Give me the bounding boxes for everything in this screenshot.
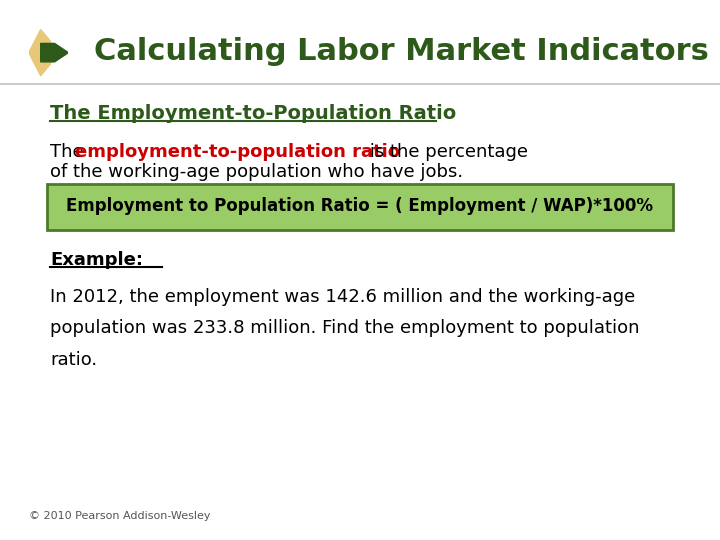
Text: employment-to-population ratio: employment-to-population ratio <box>75 143 400 161</box>
Text: ratio.: ratio. <box>50 350 97 369</box>
Polygon shape <box>29 30 50 76</box>
Text: The Employment-to-Population Ratio: The Employment-to-Population Ratio <box>50 104 456 123</box>
Text: Employment to Population Ratio = ( Employment / WAP)*100%: Employment to Population Ratio = ( Emplo… <box>66 197 654 215</box>
Polygon shape <box>41 43 68 62</box>
Text: Calculating Labor Market Indicators: Calculating Labor Market Indicators <box>94 37 708 66</box>
Text: Example:: Example: <box>50 251 143 269</box>
Text: The: The <box>50 143 90 161</box>
Text: is the percentage: is the percentage <box>364 143 528 161</box>
Text: of the working-age population who have jobs.: of the working-age population who have j… <box>50 163 464 181</box>
FancyBboxPatch shape <box>47 184 673 230</box>
Text: © 2010 Pearson Addison-Wesley: © 2010 Pearson Addison-Wesley <box>29 511 210 521</box>
Text: population was 233.8 million. Find the employment to population: population was 233.8 million. Find the e… <box>50 319 640 338</box>
Text: In 2012, the employment was 142.6 million and the working-age: In 2012, the employment was 142.6 millio… <box>50 288 636 306</box>
